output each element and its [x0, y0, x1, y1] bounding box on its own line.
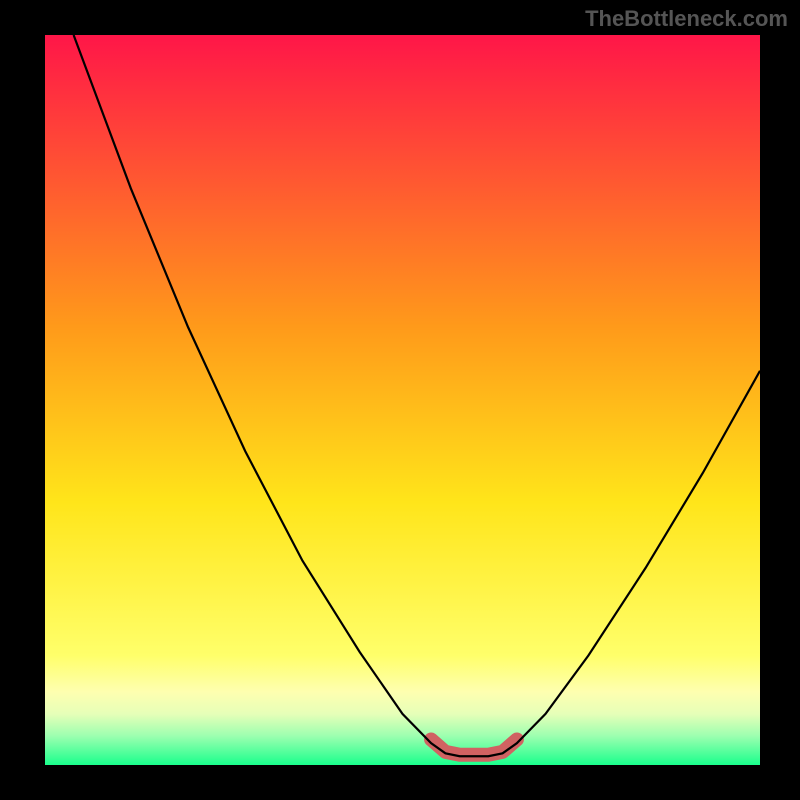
- plot-overlay: [45, 35, 760, 765]
- plot-area: [45, 35, 760, 765]
- bottleneck-curve: [74, 35, 760, 756]
- image-canvas: TheBottleneck.com: [0, 0, 800, 800]
- watermark-text: TheBottleneck.com: [585, 6, 788, 32]
